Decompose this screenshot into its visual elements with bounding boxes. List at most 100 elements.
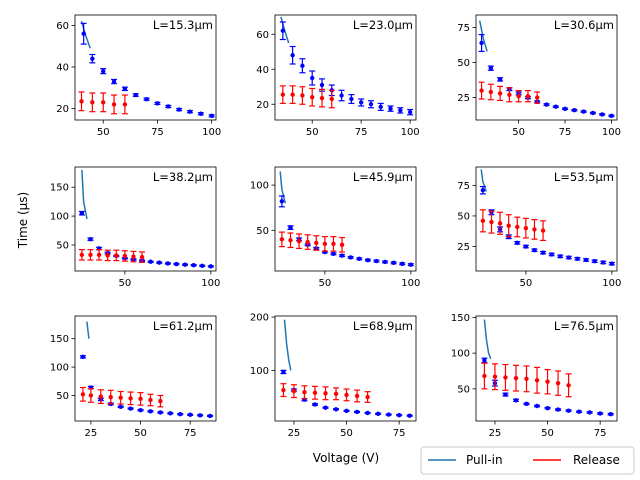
pull-in-point <box>572 108 577 113</box>
release-point <box>489 219 494 225</box>
plot-area <box>79 321 214 419</box>
subplot-8: 25 50 75 100 200 L=68.9μm <box>250 313 417 439</box>
pull-in-point <box>209 113 214 119</box>
pull-in-point <box>310 75 315 81</box>
pull-in-point <box>515 240 520 246</box>
release-point <box>540 228 546 233</box>
legend-release-label: Release <box>573 453 620 467</box>
subplot-title: L=30.6μm <box>554 18 614 32</box>
legend-pull-in-label: Pull-in <box>466 453 503 467</box>
pull-in-point <box>566 255 572 260</box>
axes-frame <box>475 14 618 121</box>
x-tick-label: 75 <box>151 127 164 138</box>
release-point <box>300 93 305 98</box>
y-tick-label: 60 <box>256 30 269 41</box>
pull-in-point <box>400 261 405 266</box>
pull-in-point <box>158 410 163 415</box>
axes-frame <box>274 14 417 121</box>
release-point <box>79 99 84 104</box>
subplot-title: L=68.9μm <box>353 319 413 333</box>
pull-in-point <box>479 40 484 46</box>
axes-frame <box>74 315 217 422</box>
pull-in-point <box>312 402 318 407</box>
pull-in-point <box>391 260 396 266</box>
pull-in-point <box>187 109 193 114</box>
subplot-7: 25 50 75 50 100 150 L=61.2μm <box>50 315 217 439</box>
pull-in-curve <box>81 169 88 220</box>
release-point <box>281 387 286 393</box>
pull-in-point <box>488 66 494 71</box>
pull-in-point <box>207 413 213 419</box>
x-tick-label: 100 <box>602 127 621 138</box>
release-point <box>331 241 336 247</box>
pull-in-point <box>407 413 412 418</box>
release-point <box>279 237 285 242</box>
release-point <box>148 397 153 403</box>
pull-in-curve <box>480 169 488 192</box>
y-tick-label: 40 <box>256 65 269 76</box>
release-point <box>497 91 503 96</box>
pull-in-point <box>549 252 554 257</box>
release-point <box>108 394 113 400</box>
release-point <box>492 374 498 379</box>
x-tick-label: 25 <box>85 428 98 439</box>
pull-in-curve <box>283 319 292 371</box>
pull-in-point <box>532 248 537 253</box>
pull-in-point <box>534 403 540 409</box>
release-point <box>354 393 360 399</box>
release-point <box>523 225 529 231</box>
pull-in-point <box>148 409 153 414</box>
release-point <box>322 241 328 247</box>
pull-in-point <box>562 106 568 112</box>
axes-frame <box>475 315 618 422</box>
pull-in-point <box>81 31 86 36</box>
y-tick-label: 20 <box>256 100 269 111</box>
pull-in-point <box>319 82 325 88</box>
release-point <box>96 252 102 258</box>
subplot-title: L=15.3μm <box>153 18 213 32</box>
y-tick-label: 50 <box>56 391 69 402</box>
pull-in-point <box>583 257 589 263</box>
pull-in-point <box>138 408 143 413</box>
x-tick-label: 50 <box>118 278 131 289</box>
release-point <box>344 392 349 398</box>
x-tick-label: 50 <box>134 428 147 439</box>
release-point <box>79 252 85 258</box>
x-tick-label: 100 <box>202 127 221 138</box>
plot-area <box>481 319 614 417</box>
axes-frame <box>74 166 217 272</box>
pull-in-point <box>174 261 179 267</box>
pull-in-point <box>354 409 360 415</box>
pull-in-point <box>358 100 364 105</box>
release-point <box>139 254 145 260</box>
release-point <box>312 390 318 395</box>
pull-in-point <box>176 107 182 112</box>
y-tick-label: 20 <box>56 104 69 115</box>
pull-in-point <box>157 260 162 265</box>
release-point <box>288 238 293 243</box>
release-point <box>365 394 370 400</box>
x-tick-label: 75 <box>559 127 572 138</box>
pull-in-point <box>544 102 549 107</box>
x-tick-label: 75 <box>355 127 368 138</box>
pull-in-point <box>592 259 597 264</box>
release-point <box>532 227 537 232</box>
axes-frame <box>274 166 417 272</box>
y-tick-label: 150 <box>50 334 69 345</box>
release-point <box>525 94 531 99</box>
y-tick-label: 75 <box>457 23 470 34</box>
x-tick-label: 100 <box>602 278 621 289</box>
release-point <box>158 398 163 404</box>
pull-in-point <box>148 259 153 264</box>
x-tick-label: 25 <box>288 428 301 439</box>
release-point <box>105 253 110 258</box>
release-point <box>503 375 508 380</box>
pull-in-point <box>348 255 353 260</box>
release-point <box>513 375 519 381</box>
release-point <box>291 388 297 394</box>
pull-in-point <box>187 412 193 417</box>
y-tick-label: 40 <box>56 62 69 73</box>
pull-in-curve <box>279 171 287 204</box>
pull-in-point <box>581 109 586 114</box>
pull-in-point <box>166 104 171 109</box>
